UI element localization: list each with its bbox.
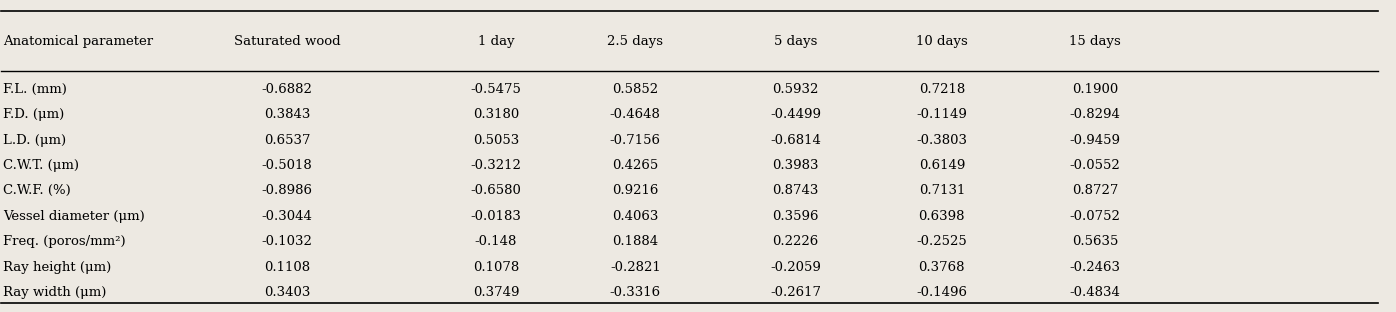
Text: -0.4499: -0.4499	[771, 108, 821, 121]
Text: C.W.T. (μm): C.W.T. (μm)	[3, 159, 78, 172]
Text: -0.148: -0.148	[475, 235, 517, 248]
Text: 2.5 days: 2.5 days	[607, 35, 663, 48]
Text: 0.6149: 0.6149	[919, 159, 965, 172]
Text: 0.7131: 0.7131	[919, 184, 965, 197]
Text: 0.8727: 0.8727	[1072, 184, 1118, 197]
Text: 10 days: 10 days	[916, 35, 967, 48]
Text: 0.4063: 0.4063	[611, 210, 659, 223]
Text: 0.1078: 0.1078	[473, 261, 519, 274]
Text: -0.0752: -0.0752	[1069, 210, 1121, 223]
Text: L.D. (μm): L.D. (μm)	[3, 134, 66, 147]
Text: 0.5852: 0.5852	[613, 83, 659, 96]
Text: 0.8743: 0.8743	[772, 184, 818, 197]
Text: -0.3316: -0.3316	[610, 286, 660, 299]
Text: -0.6882: -0.6882	[261, 83, 313, 96]
Text: Vessel diameter (μm): Vessel diameter (μm)	[3, 210, 145, 223]
Text: -0.5475: -0.5475	[470, 83, 522, 96]
Text: -0.2617: -0.2617	[771, 286, 821, 299]
Text: -0.4834: -0.4834	[1069, 286, 1121, 299]
Text: -0.2525: -0.2525	[916, 235, 967, 248]
Text: 0.4265: 0.4265	[613, 159, 659, 172]
Text: 0.9216: 0.9216	[611, 184, 659, 197]
Text: -0.9459: -0.9459	[1069, 134, 1121, 147]
Text: 5 days: 5 days	[773, 35, 817, 48]
Text: 0.3843: 0.3843	[264, 108, 310, 121]
Text: -0.8294: -0.8294	[1069, 108, 1121, 121]
Text: 1 day: 1 day	[477, 35, 514, 48]
Text: 0.5932: 0.5932	[772, 83, 818, 96]
Text: -0.1032: -0.1032	[261, 235, 313, 248]
Text: 0.1108: 0.1108	[264, 261, 310, 274]
Text: 0.1900: 0.1900	[1072, 83, 1118, 96]
Text: F.L. (mm): F.L. (mm)	[3, 83, 67, 96]
Text: -0.0183: -0.0183	[470, 210, 522, 223]
Text: 0.5053: 0.5053	[473, 134, 519, 147]
Text: 0.3403: 0.3403	[264, 286, 310, 299]
Text: Freq. (poros/mm²): Freq. (poros/mm²)	[3, 235, 126, 248]
Text: -0.6814: -0.6814	[771, 134, 821, 147]
Text: -0.1149: -0.1149	[916, 108, 967, 121]
Text: C.W.F. (%): C.W.F. (%)	[3, 184, 71, 197]
Text: Anatomical parameter: Anatomical parameter	[3, 35, 154, 48]
Text: Ray height (μm): Ray height (μm)	[3, 261, 112, 274]
Text: -0.0552: -0.0552	[1069, 159, 1121, 172]
Text: 15 days: 15 days	[1069, 35, 1121, 48]
Text: 0.3180: 0.3180	[473, 108, 519, 121]
Text: -0.7156: -0.7156	[610, 134, 660, 147]
Text: -0.4648: -0.4648	[610, 108, 660, 121]
Text: 0.3749: 0.3749	[473, 286, 519, 299]
Text: -0.3044: -0.3044	[261, 210, 313, 223]
Text: 0.1884: 0.1884	[613, 235, 659, 248]
Text: -0.2821: -0.2821	[610, 261, 660, 274]
Text: 0.3768: 0.3768	[919, 261, 965, 274]
Text: -0.8986: -0.8986	[261, 184, 313, 197]
Text: -0.1496: -0.1496	[916, 286, 967, 299]
Text: 0.3983: 0.3983	[772, 159, 819, 172]
Text: 0.7218: 0.7218	[919, 83, 965, 96]
Text: 0.5635: 0.5635	[1072, 235, 1118, 248]
Text: 0.6398: 0.6398	[919, 210, 965, 223]
Text: -0.3212: -0.3212	[470, 159, 522, 172]
Text: 0.6537: 0.6537	[264, 134, 310, 147]
Text: -0.6580: -0.6580	[470, 184, 522, 197]
Text: F.D. (μm): F.D. (μm)	[3, 108, 64, 121]
Text: 0.2226: 0.2226	[772, 235, 818, 248]
Text: Saturated wood: Saturated wood	[233, 35, 341, 48]
Text: -0.2059: -0.2059	[771, 261, 821, 274]
Text: -0.2463: -0.2463	[1069, 261, 1121, 274]
Text: -0.5018: -0.5018	[261, 159, 313, 172]
Text: Ray width (μm): Ray width (μm)	[3, 286, 106, 299]
Text: -0.3803: -0.3803	[916, 134, 967, 147]
Text: 0.3596: 0.3596	[772, 210, 819, 223]
